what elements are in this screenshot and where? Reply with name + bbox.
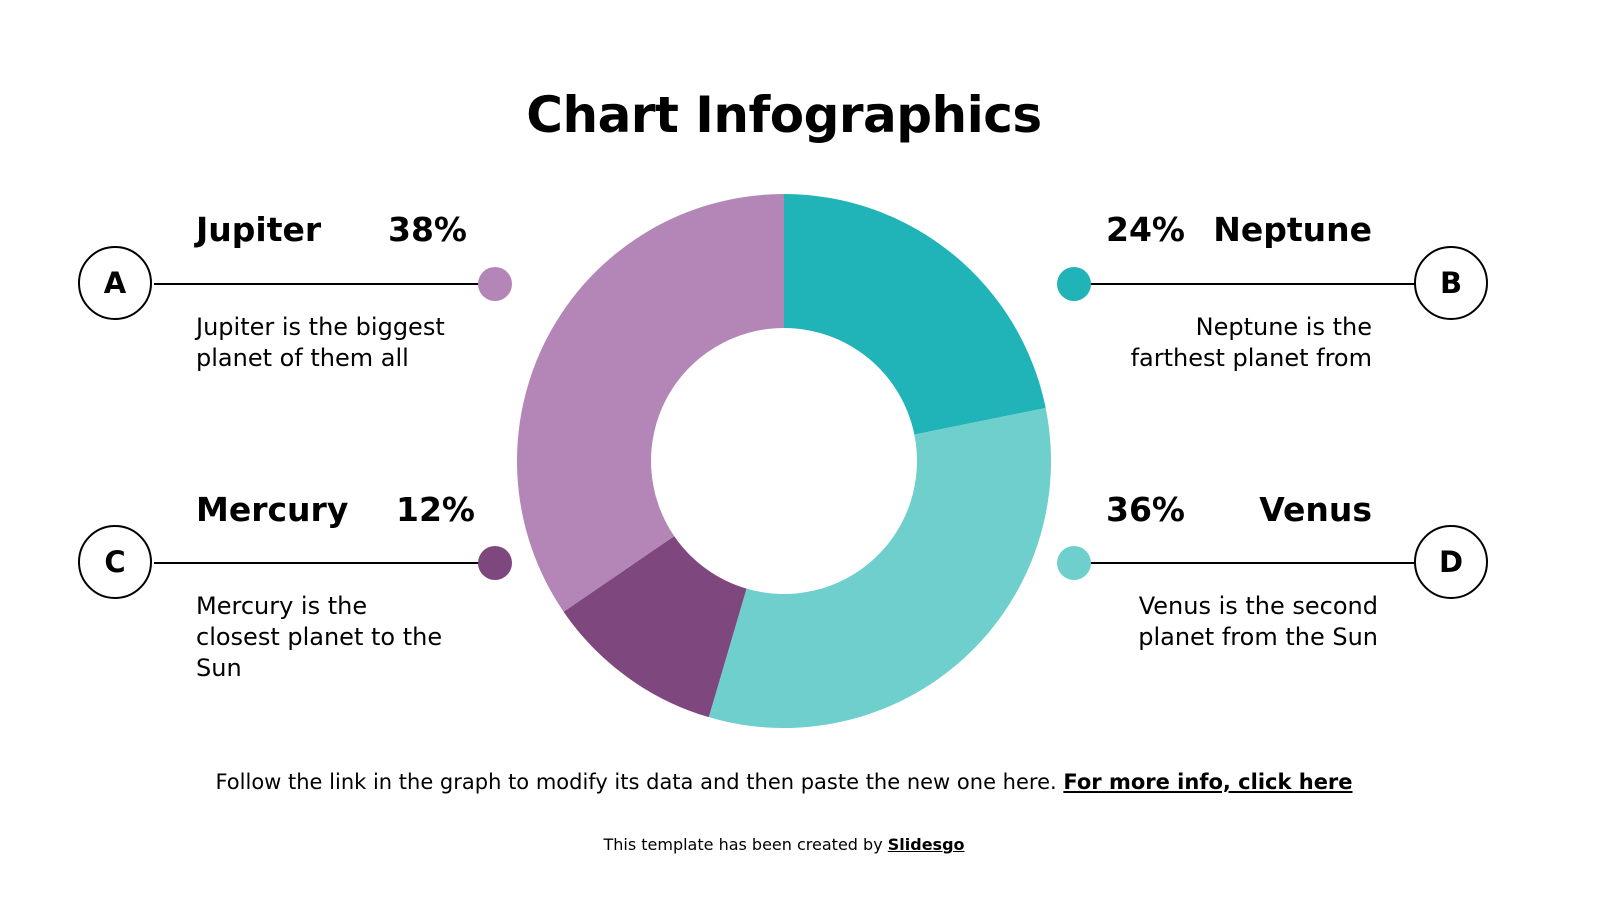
item-d-description: Venus is the second planet from the Sun bbox=[1138, 592, 1378, 651]
item-c-badge: C bbox=[78, 525, 152, 599]
item-d-connector bbox=[1084, 562, 1416, 564]
item-c-percent: 12% bbox=[396, 490, 475, 529]
credit: This template has been created by Slides… bbox=[0, 835, 1568, 854]
item-c-name: Mercury bbox=[196, 490, 349, 529]
item-b-dot bbox=[1057, 267, 1091, 301]
page-title: Chart Infographics bbox=[526, 86, 1042, 144]
item-d-name: Venus bbox=[1259, 490, 1372, 529]
item-b-percent: 24% bbox=[1106, 210, 1185, 249]
item-d-dot bbox=[1057, 546, 1091, 580]
item-a-name: Jupiter bbox=[196, 210, 322, 249]
item-a-description: Jupiter is the biggest planet of them al… bbox=[196, 313, 445, 372]
donut-slice-venus bbox=[708, 407, 1051, 728]
credit-text: This template has been created by bbox=[603, 835, 883, 854]
footer-note: Follow the link in the graph to modify i… bbox=[0, 770, 1568, 794]
slidesgo-link[interactable]: Slidesgo bbox=[887, 835, 965, 854]
item-b-name: Neptune bbox=[1213, 210, 1372, 249]
donut-slice-mercury bbox=[563, 536, 747, 718]
item-c-description: Mercury is the closest planet to the Sun bbox=[196, 592, 443, 682]
more-info-link[interactable]: For more info, click here bbox=[1063, 770, 1353, 794]
item-c-connector bbox=[154, 562, 484, 564]
footer-text: Follow the link in the graph to modify i… bbox=[215, 770, 1057, 794]
donut-slice-neptune bbox=[784, 194, 1046, 435]
item-b-badge: B bbox=[1414, 246, 1488, 320]
item-a-badge: A bbox=[78, 246, 152, 320]
donut-slice-jupiter bbox=[517, 194, 784, 612]
item-d-badge: D bbox=[1414, 525, 1488, 599]
item-c-dot bbox=[478, 546, 512, 580]
item-b-description: Neptune is the farthest planet from bbox=[1130, 313, 1372, 372]
item-a-percent: 38% bbox=[388, 210, 467, 249]
item-a-dot bbox=[478, 267, 512, 301]
item-a-connector bbox=[154, 283, 484, 285]
item-b-connector bbox=[1084, 283, 1416, 285]
item-d-percent: 36% bbox=[1106, 490, 1185, 529]
